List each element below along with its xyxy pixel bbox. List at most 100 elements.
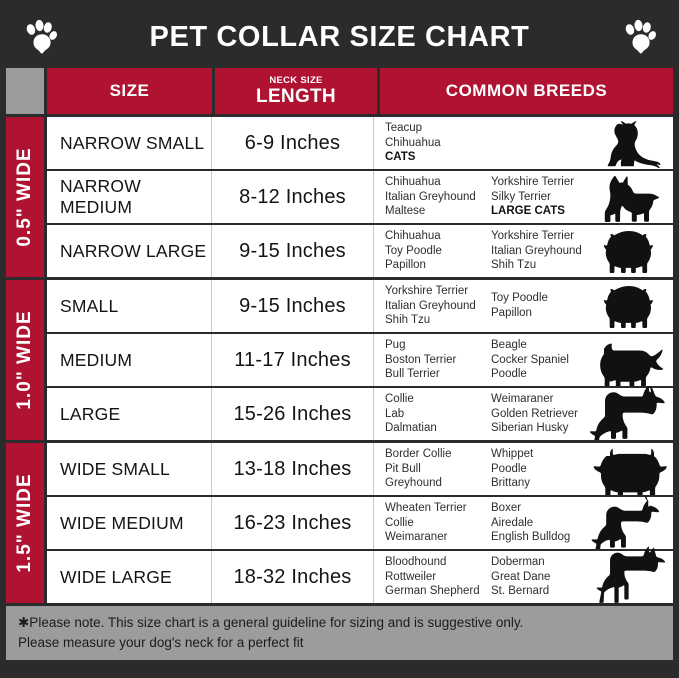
table-header-row: SIZE NECK SIZE LENGTH COMMON BREEDS: [6, 68, 673, 114]
cell-neck-length: 13-18 Inches: [212, 443, 374, 495]
cell-common-breeds: Yorkshire Terrier Italian Greyhound Shih T…: [374, 280, 673, 332]
cell-neck-length: 8-12 Inches: [212, 171, 374, 223]
breed-name: Bloodhound: [385, 555, 447, 568]
column-header-length-sublabel: NECK SIZE: [269, 75, 323, 87]
column-header-length: NECK SIZE LENGTH: [215, 68, 377, 114]
breed-name: Chihuahua: [385, 136, 441, 149]
breed-column-1: Wheaten Terrier Collie Weimaraner: [385, 501, 491, 545]
section-width-label: 0.5" WIDE: [6, 117, 44, 277]
title-bar: PET COLLAR SIZE CHART: [6, 6, 673, 68]
breed-name: Rottweiler: [385, 570, 437, 583]
cell-common-breeds: Wheaten Terrier Collie Weimaraner Boxer Aire…: [374, 496, 673, 549]
breed-column-2: Yorkshire Terrier Silky Terrier LARGE CATS: [491, 175, 611, 219]
breed-name: Boxer: [491, 501, 522, 514]
breed-name: Italian Greyhound: [385, 299, 476, 312]
table-row: SMALL 9-15 Inches Yorkshire Terrier Italian…: [47, 280, 673, 332]
breed-name: Dalmatian: [385, 422, 437, 435]
column-header-size-label: SIZE: [109, 81, 150, 100]
header-corner-block: [6, 68, 44, 114]
breed-name: Toy Poodle: [385, 244, 442, 257]
section-width-label: 1.0" WIDE: [6, 280, 44, 440]
breed-name: Siberian Husky: [491, 422, 569, 435]
breed-name: Brittany: [491, 477, 530, 490]
paw-print-icon: [20, 16, 60, 56]
breed-name: Weimaraner: [491, 392, 554, 405]
breed-name: Shih Tzu: [491, 259, 537, 272]
breed-name: Toy Poodle: [491, 292, 548, 305]
cell-size: LARGE: [47, 388, 212, 440]
column-header-length-label: LENGTH: [256, 85, 336, 107]
sitting-cat-silhouette: [589, 117, 669, 169]
breed-name: Cocker Spaniel: [491, 353, 569, 366]
breed-name: St. Bernard: [491, 585, 550, 598]
size-section: 0.5" WIDE NARROW SMALL 6-9 Inches Teacup Chi…: [6, 117, 673, 277]
cell-size: NARROW MEDIUM: [47, 171, 212, 223]
breed-name: Silky Terrier: [491, 190, 551, 203]
section-width-label-text: 1.5" WIDE: [14, 473, 35, 573]
breed-column-1: Collie Lab Dalmatian: [385, 392, 491, 436]
breed-name: Wheaten Terrier: [385, 501, 467, 514]
size-section: 1.0" WIDE SMALL 9-15 Inches Yorkshire Terri…: [6, 280, 673, 440]
breed-name: German Shepherd: [385, 585, 480, 598]
breed-column-1: Chihuahua Italian Greyhound Maltese: [385, 175, 491, 219]
breed-name: Chihuahua: [385, 175, 441, 188]
cell-size: WIDE MEDIUM: [47, 497, 212, 549]
cell-neck-length: 15-26 Inches: [212, 388, 374, 440]
table-row: MEDIUM 11-17 Inches Pug Boston Terrier Bull …: [47, 334, 673, 386]
breed-column-1: Border Collie Pit Bull Greyhound: [385, 447, 491, 491]
table-row: LARGE 15-26 Inches Collie Lab Dalmatian Weima…: [47, 386, 673, 440]
page-title: PET COLLAR SIZE CHART: [149, 20, 530, 53]
cell-size: WIDE LARGE: [47, 551, 212, 603]
cell-neck-length: 18-32 Inches: [212, 551, 374, 603]
breed-name: Greyhound: [385, 477, 442, 490]
cell-neck-length: 11-17 Inches: [212, 334, 374, 386]
breed-name: Beagle: [491, 338, 527, 351]
breed-name: CATS: [385, 151, 416, 164]
breed-column-1: Teacup Chihuahua CATS: [385, 121, 491, 165]
column-header-breeds: COMMON BREEDS: [380, 68, 673, 114]
breed-column-2: Doberman Great Dane St. Bernard: [491, 555, 611, 599]
breed-name: Yorkshire Terrier: [385, 284, 469, 297]
footer-note-line-2: Please measure your dog's neck for a per…: [18, 635, 304, 650]
breed-name: Italian Greyhound: [385, 190, 476, 203]
breed-name: Airedale: [491, 516, 534, 529]
cell-common-breeds: Teacup Chihuahua CATS: [374, 117, 673, 169]
size-sections: 0.5" WIDE NARROW SMALL 6-9 Inches Teacup Chi…: [6, 117, 673, 603]
breed-column-1: Chihuahua Toy Poodle Papillon: [385, 229, 491, 273]
cell-size: SMALL: [47, 280, 212, 332]
breed-name: Poodle: [491, 368, 527, 381]
cell-common-breeds: Pug Boston Terrier Bull Terrier Beagle Cocke…: [374, 334, 673, 386]
breed-column-2: Boxer Airedale English Bulldog: [491, 501, 611, 545]
breed-name: Maltese: [385, 205, 426, 218]
section-rows: SMALL 9-15 Inches Yorkshire Terrier Italian…: [47, 280, 673, 440]
breed-column-1: Yorkshire Terrier Italian Greyhound Shih T…: [385, 284, 491, 328]
breed-column-2: Whippet Poodle Brittany: [491, 447, 611, 491]
table-row: NARROW SMALL 6-9 Inches Teacup Chihuahua CAT…: [47, 117, 673, 169]
breed-name: Italian Greyhound: [491, 244, 582, 257]
breed-name: Lab: [385, 407, 405, 420]
breed-name: Collie: [385, 392, 414, 405]
breed-name: Collie: [385, 516, 414, 529]
breed-column-1: Bloodhound Rottweiler German Shepherd: [385, 555, 491, 599]
section-width-label: 1.5" WIDE: [6, 443, 44, 603]
cell-common-breeds: Collie Lab Dalmatian Weimaraner Golden Retri…: [374, 386, 673, 440]
breed-name: Whippet: [491, 447, 534, 460]
breed-name: Shih Tzu: [385, 314, 431, 327]
breed-name: LARGE CATS: [491, 205, 565, 218]
section-rows: WIDE SMALL 13-18 Inches Border Collie Pit B…: [47, 443, 673, 603]
table-row: WIDE MEDIUM 16-23 Inches Wheaten Terrier Co…: [47, 496, 673, 549]
breed-name: Pug: [385, 338, 406, 351]
cell-neck-length: 6-9 Inches: [212, 117, 374, 169]
cell-size: MEDIUM: [47, 334, 212, 386]
cell-neck-length: 16-23 Inches: [212, 497, 374, 549]
breed-name: Boston Terrier: [385, 353, 457, 366]
column-header-size: SIZE: [47, 68, 212, 114]
cell-common-breeds: Bloodhound Rottweiler German Shepherd Dober…: [374, 546, 673, 603]
breed-name: Yorkshire Terrier: [491, 229, 575, 242]
paw-print-icon: [619, 16, 659, 56]
table-row: NARROW MEDIUM 8-12 Inches Chihuahua Italian…: [47, 171, 673, 223]
cell-common-breeds: Chihuahua Italian Greyhound Maltese Yorkshi…: [374, 171, 673, 223]
footer-note-line-1: ✱Please note. This size chart is a gener…: [18, 615, 524, 631]
breed-name: Doberman: [491, 555, 545, 568]
